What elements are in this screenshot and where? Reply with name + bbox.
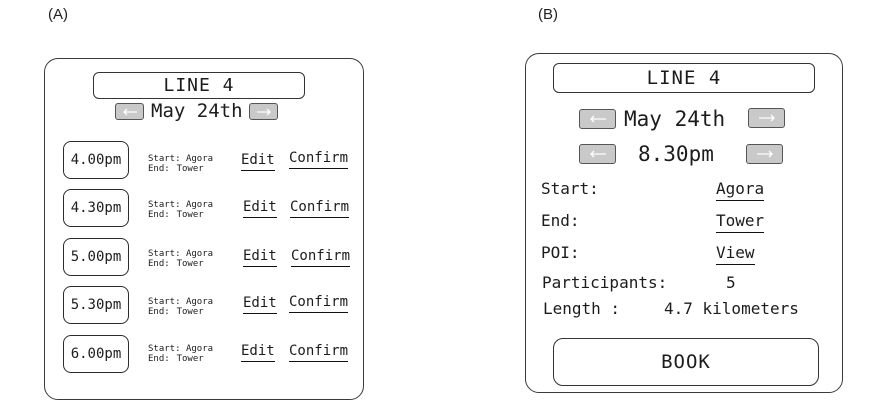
ride-start-value: Agora <box>185 154 214 164</box>
panel-b-label: (B) <box>538 6 558 23</box>
arrow-left-icon <box>122 108 137 115</box>
ride-route: Start: Agora End: Tower <box>148 154 213 174</box>
ride-start-label: Start: <box>148 200 181 210</box>
poi-label: POI: <box>541 243 580 262</box>
ride-start-label: Start: <box>148 249 181 259</box>
ride-start-value: Agora <box>185 297 214 307</box>
ride-row: 5.30pm Start: Agora End: Tower Edit Confi… <box>45 286 365 326</box>
ride-end-label: End: <box>148 354 170 364</box>
ride-route: Start: Agora End: Tower <box>148 344 213 364</box>
confirm-link[interactable]: Confirm <box>289 151 349 169</box>
ride-time-button[interactable]: 5.00pm <box>63 238 129 276</box>
ride-row: 6.00pm Start: Agora End: Tower Edit Confi… <box>45 335 365 375</box>
ride-start-label: Start: <box>148 297 181 307</box>
panel-b-frame: LINE 4 May 24th 8.30pm Start: Agora End:… <box>525 53 843 393</box>
arrow-left-icon <box>589 150 606 158</box>
ride-start-value: Agora <box>185 344 214 354</box>
confirm-link[interactable]: Confirm <box>291 249 351 267</box>
edit-link[interactable]: Edit <box>241 153 275 171</box>
poi-view-link[interactable]: View <box>716 243 755 265</box>
ride-end-label: End: <box>148 307 170 317</box>
ride-start-value: Agora <box>185 249 214 259</box>
start-label: Start: <box>541 179 599 198</box>
ride-end-value: Tower <box>176 354 204 364</box>
ride-route: Start: Agora End: Tower <box>148 200 213 220</box>
ride-start-value: Agora <box>185 200 214 210</box>
ride-time-button[interactable]: 4.30pm <box>63 189 129 227</box>
ride-route: Start: Agora End: Tower <box>148 249 213 269</box>
edit-link[interactable]: Edit <box>241 344 275 362</box>
panel-a-frame: LINE 4 May 24th 4.00pm Start: Agora End:… <box>44 58 364 400</box>
next-date-button[interactable] <box>249 103 278 120</box>
confirm-link[interactable]: Confirm <box>290 200 350 218</box>
prev-date-button[interactable] <box>115 103 144 120</box>
arrow-right-icon <box>756 150 773 158</box>
prev-date-button[interactable] <box>579 109 616 129</box>
participants-label: Participants: <box>542 273 668 292</box>
ride-time-button[interactable]: 6.00pm <box>63 335 129 373</box>
ride-end-label: End: <box>148 210 170 220</box>
ride-row: 4.00pm Start: Agora End: Tower Edit Confi… <box>45 141 365 181</box>
book-button[interactable]: BOOK <box>553 338 819 386</box>
next-date-button[interactable] <box>748 108 785 128</box>
edit-link[interactable]: Edit <box>243 249 277 267</box>
line-title: LINE 4 <box>646 67 722 89</box>
ride-end-value: Tower <box>176 259 204 269</box>
confirm-link[interactable]: Confirm <box>289 344 349 362</box>
ride-end-value: Tower <box>176 307 204 317</box>
date-label: May 24th <box>624 107 726 131</box>
ride-row: 5.00pm Start: Agora End: Tower Edit Confi… <box>45 238 365 278</box>
ride-end-label: End: <box>148 164 170 174</box>
arrow-left-icon <box>589 115 606 123</box>
start-value-link[interactable]: Agora <box>716 179 765 201</box>
prev-time-button[interactable] <box>579 144 616 164</box>
arrow-right-icon <box>256 108 271 115</box>
line-title-box: LINE 4 <box>93 72 305 99</box>
ride-time-button[interactable]: 5.30pm <box>63 286 129 324</box>
date-label: May 24th <box>151 100 243 122</box>
ride-end-value: Tower <box>176 210 204 220</box>
ride-route: Start: Agora End: Tower <box>148 297 213 317</box>
edit-link[interactable]: Edit <box>243 296 277 314</box>
confirm-link[interactable]: Confirm <box>289 295 349 313</box>
line-title-box: LINE 4 <box>553 63 815 93</box>
edit-link[interactable]: Edit <box>243 200 277 218</box>
arrow-right-icon <box>758 114 775 122</box>
time-label: 8.30pm <box>638 142 714 166</box>
participants-value: 5 <box>726 273 736 292</box>
end-value-link[interactable]: Tower <box>716 211 765 233</box>
ride-start-label: Start: <box>148 344 181 354</box>
ride-row: 4.30pm Start: Agora End: Tower Edit Confi… <box>45 189 365 229</box>
line-title: LINE 4 <box>163 75 235 96</box>
next-time-button[interactable] <box>746 144 783 164</box>
ride-start-label: Start: <box>148 154 181 164</box>
length-value: 4.7 kilometers <box>664 299 799 318</box>
length-label: Length : <box>543 299 621 318</box>
ride-time-button[interactable]: 4.00pm <box>63 141 129 179</box>
ride-end-label: End: <box>148 259 170 269</box>
panel-a-label: (A) <box>48 6 68 23</box>
ride-end-value: Tower <box>176 164 204 174</box>
end-label: End: <box>541 211 580 230</box>
